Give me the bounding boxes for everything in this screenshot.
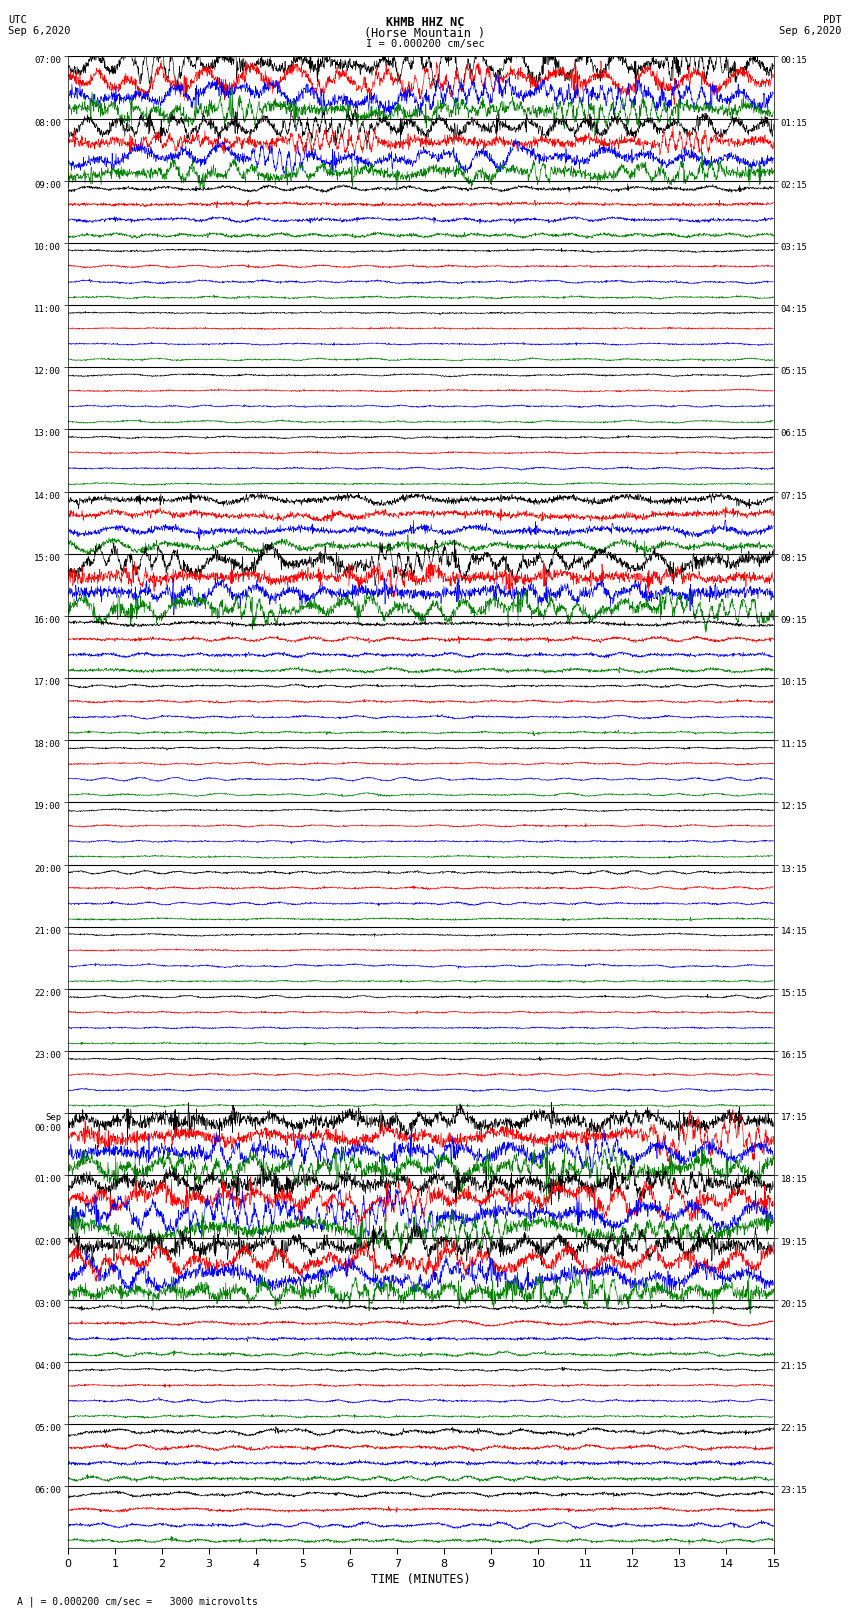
Text: Sep 6,2020: Sep 6,2020 (779, 26, 842, 35)
X-axis label: TIME (MINUTES): TIME (MINUTES) (371, 1573, 471, 1586)
Text: I = 0.000200 cm/sec: I = 0.000200 cm/sec (366, 39, 484, 48)
Text: KHMB HHZ NC: KHMB HHZ NC (386, 16, 464, 29)
Text: (Horse Mountain ): (Horse Mountain ) (365, 27, 485, 40)
Text: UTC: UTC (8, 15, 27, 24)
Text: Sep 6,2020: Sep 6,2020 (8, 26, 71, 35)
Text: A | = 0.000200 cm/sec =   3000 microvolts: A | = 0.000200 cm/sec = 3000 microvolts (17, 1595, 258, 1607)
Text: PDT: PDT (823, 15, 842, 24)
